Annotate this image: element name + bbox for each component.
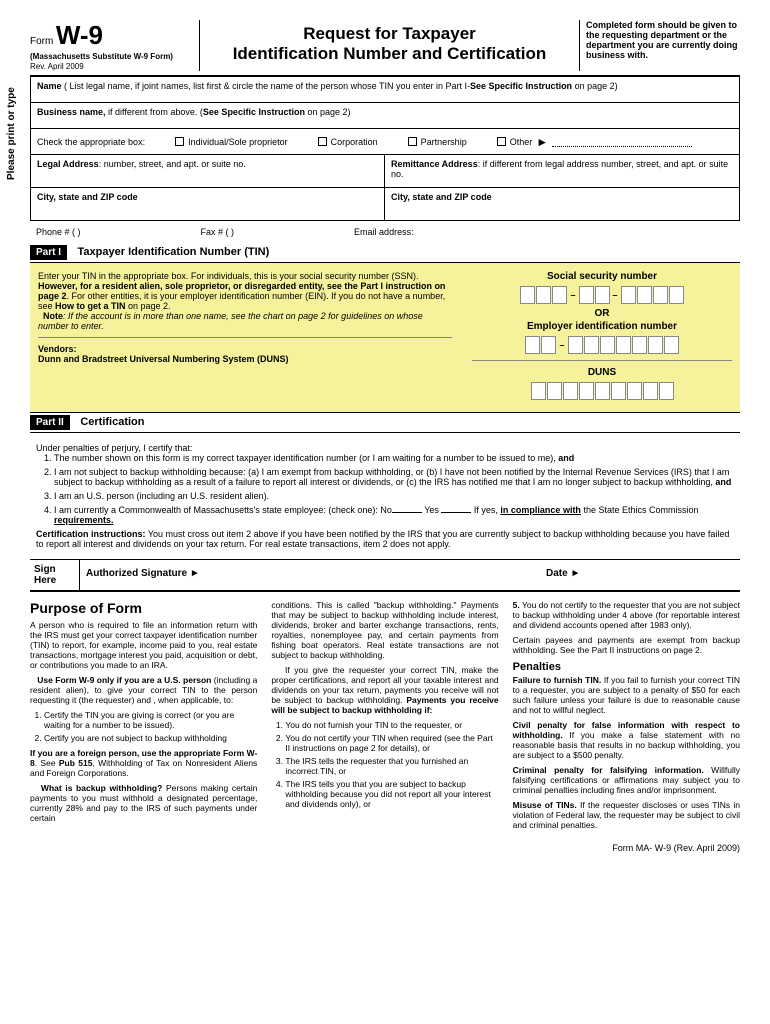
part2-header: Part II Certification xyxy=(30,413,740,433)
tin-section: Enter your TIN in the appropriate box. F… xyxy=(30,263,740,413)
form-header: Form W-9 (Massachusetts Substitute W-9 F… xyxy=(30,20,740,77)
signature-row: Sign Here Authorized Signature ► Date ► xyxy=(30,559,740,592)
ein-input[interactable]: – xyxy=(472,336,732,354)
cert-item-1: The number shown on this form is my corr… xyxy=(54,453,734,463)
header-instruction: Completed form should be given to the re… xyxy=(580,20,740,71)
header-title: Request for TaxpayerIdentification Numbe… xyxy=(200,20,580,71)
vertical-print-label: Please print or type xyxy=(6,87,17,180)
duns-input[interactable] xyxy=(472,382,732,400)
sign-here-label: Sign Here xyxy=(30,560,80,590)
purpose-col2: conditions. This is called "backup withh… xyxy=(271,600,498,835)
tin-boxes: Social security number –– OR Employer id… xyxy=(472,271,732,404)
contact-row: Phone # ( ) Fax # ( ) Email address: xyxy=(30,221,740,243)
cb-individual[interactable]: Individual/Sole proprietor xyxy=(175,137,288,147)
purpose-col1: Purpose of Form A person who is required… xyxy=(30,600,257,835)
form-revision: Rev. April 2009 xyxy=(30,62,84,71)
fax-field[interactable]: Fax # ( ) xyxy=(201,227,235,237)
name-row[interactable]: Name ( List legal name, if joint names, … xyxy=(31,77,739,103)
ssn-input[interactable]: –– xyxy=(472,286,732,304)
email-field[interactable]: Email address: xyxy=(354,227,414,237)
legal-address-field[interactable]: Legal Address: number, street, and apt. … xyxy=(31,155,385,187)
city-zip-left[interactable]: City, state and ZIP code xyxy=(31,188,385,220)
purpose-section: Purpose of Form A person who is required… xyxy=(30,600,740,835)
form-prefix: Form xyxy=(30,36,53,47)
business-name-row[interactable]: Business name, if different from above. … xyxy=(31,103,739,129)
cb-partnership[interactable]: Partnership xyxy=(408,137,467,147)
cb-other[interactable]: Other ► xyxy=(497,135,692,149)
form-subtitle: (Massachusetts Substitute W-9 Form) xyxy=(30,52,173,61)
tin-instructions: Enter your TIN in the appropriate box. F… xyxy=(38,271,472,404)
cert-item-4: I am currently a Commonwealth of Massach… xyxy=(54,505,734,525)
purpose-col3: 5. You do not certify to the requester t… xyxy=(513,600,740,835)
part1-header: Part I Taxpayer Identification Number (T… xyxy=(30,243,740,263)
identity-section: Name ( List legal name, if joint names, … xyxy=(30,77,740,221)
date-field[interactable]: Date ► xyxy=(540,560,740,590)
entity-type-row: Check the appropriate box: Individual/So… xyxy=(31,129,739,155)
header-left: Form W-9 (Massachusetts Substitute W-9 F… xyxy=(30,20,200,71)
signature-field[interactable]: Authorized Signature ► xyxy=(80,560,540,590)
form-name: W-9 xyxy=(56,20,103,50)
remittance-address-field[interactable]: Remittance Address: if different from le… xyxy=(385,155,739,187)
cb-corporation[interactable]: Corporation xyxy=(318,137,378,147)
city-zip-right[interactable]: City, state and ZIP code xyxy=(385,188,739,220)
cert-item-3: I am an U.S. person (including an U.S. r… xyxy=(54,491,734,501)
phone-field[interactable]: Phone # ( ) xyxy=(36,227,81,237)
certification-body: Under penalties of perjury, I certify th… xyxy=(30,433,740,559)
cert-item-2: I am not subject to backup withholding b… xyxy=(54,467,734,487)
page-footer: Form MA- W-9 (Rev. April 2009) xyxy=(30,843,740,853)
